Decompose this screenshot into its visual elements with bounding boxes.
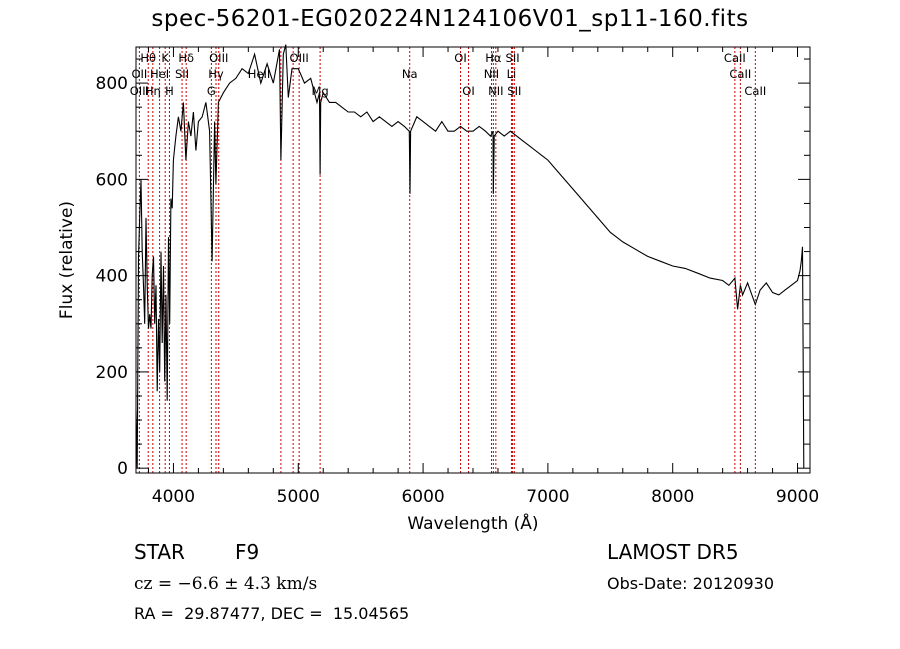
- x-tick-label-2: 6000: [401, 487, 444, 507]
- line-label-16: CaII: [729, 67, 751, 81]
- x-tick-label-0: 4000: [152, 487, 195, 507]
- line-label-3: OIII: [209, 51, 228, 65]
- redshift-velocity: cz = −6.6 ± 4.3 km/s: [134, 574, 318, 594]
- x-axis-label: Wavelength (Å): [407, 512, 538, 534]
- spectrum-line: [135, 44, 805, 469]
- y-tick-label-0: 0: [117, 459, 128, 479]
- y-axis-ticks: 0 200 400 600 800: [96, 58, 810, 479]
- line-label-20: G: [207, 84, 216, 98]
- y-tick-label-4: 800: [96, 74, 128, 94]
- x-tick-label-4: 8000: [651, 487, 694, 507]
- x-axis-ticks: 4000 5000 6000 7000 8000 9000: [147, 47, 819, 507]
- line-label-2: Hδ: [178, 51, 194, 65]
- line-label-11: SII: [175, 67, 189, 81]
- line-label-10: HeI: [150, 67, 169, 81]
- x-tick-label-1: 5000: [277, 487, 320, 507]
- x-tick-label-5: 9000: [776, 487, 819, 507]
- line-label-19: H: [165, 84, 174, 98]
- line-label-1: K: [161, 51, 169, 65]
- line-label-9: OII: [131, 67, 147, 81]
- line-label-5: OI: [454, 51, 466, 65]
- plot-frame: [135, 46, 811, 474]
- line-label-7: SII: [506, 51, 520, 65]
- line-label-22: OI: [462, 84, 474, 98]
- line-label-24: SII: [507, 84, 521, 98]
- line-label-0: Hθ: [140, 51, 156, 65]
- emission-line-markers: [138, 47, 756, 473]
- object-class: STAR: [134, 540, 185, 564]
- x-tick-label-3: 7000: [526, 487, 569, 507]
- line-label-14: NII: [484, 67, 499, 81]
- line-label-25: CaII: [744, 84, 766, 98]
- chart-title: spec-56201-EG020224N124106V01_sp11-160.f…: [151, 6, 749, 32]
- line-label-8: CaII: [724, 51, 746, 65]
- coordinates: RA = 29.87477, DEC = 15.04565: [134, 604, 410, 623]
- observation-date: Obs-Date: 20120930: [607, 574, 775, 593]
- y-tick-label-2: 400: [96, 267, 128, 287]
- survey-name: LAMOST DR5: [607, 540, 739, 564]
- y-tick-label-1: 200: [96, 363, 128, 383]
- line-label-18: Hη: [145, 84, 161, 98]
- line-label-12: Hγ: [208, 67, 224, 81]
- line-label-6: Hα: [485, 51, 502, 65]
- line-label-23: NII: [488, 84, 503, 98]
- y-tick-label-3: 600: [96, 170, 128, 190]
- line-label-26: Na: [402, 67, 418, 81]
- line-label-4: OIII: [290, 51, 309, 65]
- line-label-17: OIII: [130, 84, 149, 98]
- line-label-15: Li: [507, 67, 517, 81]
- object-subclass: F9: [235, 540, 260, 564]
- y-axis-label: Flux (relative): [57, 201, 77, 319]
